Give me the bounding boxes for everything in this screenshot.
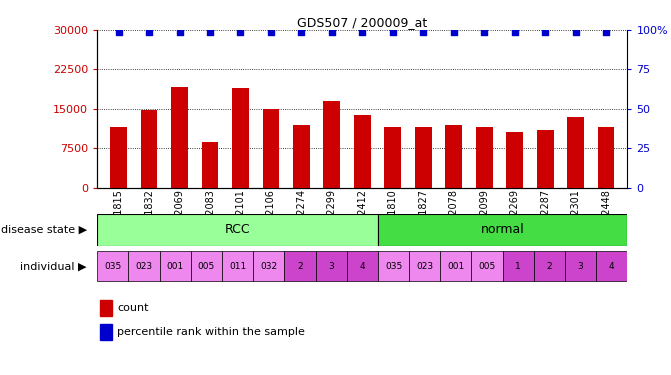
Bar	[354, 115, 370, 188]
Text: disease state ▶: disease state ▶	[1, 225, 87, 235]
Bar	[415, 127, 431, 188]
Bar	[409, 251, 440, 281]
Point	[387, 28, 398, 34]
Bar	[100, 324, 111, 340]
Text: 1: 1	[515, 262, 521, 271]
Point	[479, 28, 490, 34]
Text: 4: 4	[360, 262, 365, 271]
Point	[509, 28, 520, 34]
Bar	[507, 132, 523, 188]
Bar	[347, 251, 378, 281]
Bar	[534, 251, 565, 281]
Text: 2: 2	[547, 262, 552, 271]
Point	[357, 28, 368, 34]
Text: 023: 023	[416, 262, 433, 271]
Bar	[253, 251, 285, 281]
Point	[601, 28, 611, 34]
Bar	[128, 251, 160, 281]
Text: 2: 2	[297, 262, 303, 271]
Bar	[472, 251, 503, 281]
Text: 3: 3	[328, 262, 334, 271]
Bar	[171, 87, 188, 188]
Text: RCC: RCC	[225, 223, 250, 236]
Bar	[567, 117, 584, 188]
Point	[113, 28, 124, 34]
Point	[266, 28, 276, 34]
Point	[327, 28, 338, 34]
Bar	[293, 124, 310, 188]
Bar	[378, 251, 409, 281]
Point	[296, 28, 307, 34]
Point	[539, 28, 550, 34]
Bar	[384, 127, 401, 188]
Bar	[97, 214, 378, 246]
Point	[570, 28, 581, 34]
Text: 4: 4	[609, 262, 615, 271]
Bar	[191, 251, 222, 281]
Bar	[598, 127, 615, 188]
Text: 011: 011	[229, 262, 246, 271]
Bar	[446, 124, 462, 188]
Point	[174, 28, 185, 34]
Text: 001: 001	[166, 262, 184, 271]
Point	[205, 28, 215, 34]
Text: individual ▶: individual ▶	[20, 261, 87, 271]
Bar	[262, 109, 279, 188]
Bar	[537, 130, 554, 188]
Text: 035: 035	[385, 262, 402, 271]
Text: 005: 005	[478, 262, 496, 271]
Bar	[202, 142, 218, 188]
Bar	[315, 251, 347, 281]
Bar	[141, 110, 158, 188]
Text: 005: 005	[198, 262, 215, 271]
Bar	[565, 251, 597, 281]
Bar	[110, 127, 127, 188]
Bar	[232, 88, 249, 188]
Bar	[97, 251, 128, 281]
Title: GDS507 / 200009_at: GDS507 / 200009_at	[297, 16, 427, 29]
Bar	[222, 251, 253, 281]
Bar	[597, 251, 627, 281]
Point	[144, 28, 154, 34]
Bar	[100, 300, 111, 316]
Bar	[285, 251, 315, 281]
Bar	[378, 214, 627, 246]
Text: 3: 3	[578, 262, 584, 271]
Bar	[323, 101, 340, 188]
Point	[418, 28, 429, 34]
Bar	[476, 127, 493, 188]
Text: 035: 035	[104, 262, 121, 271]
Point	[235, 28, 246, 34]
Text: normal: normal	[481, 223, 525, 236]
Bar	[440, 251, 472, 281]
Bar	[503, 251, 534, 281]
Text: count: count	[117, 303, 149, 313]
Text: percentile rank within the sample: percentile rank within the sample	[117, 327, 305, 337]
Point	[448, 28, 459, 34]
Text: 001: 001	[448, 262, 464, 271]
Bar	[160, 251, 191, 281]
Text: 032: 032	[260, 262, 277, 271]
Text: 023: 023	[136, 262, 152, 271]
